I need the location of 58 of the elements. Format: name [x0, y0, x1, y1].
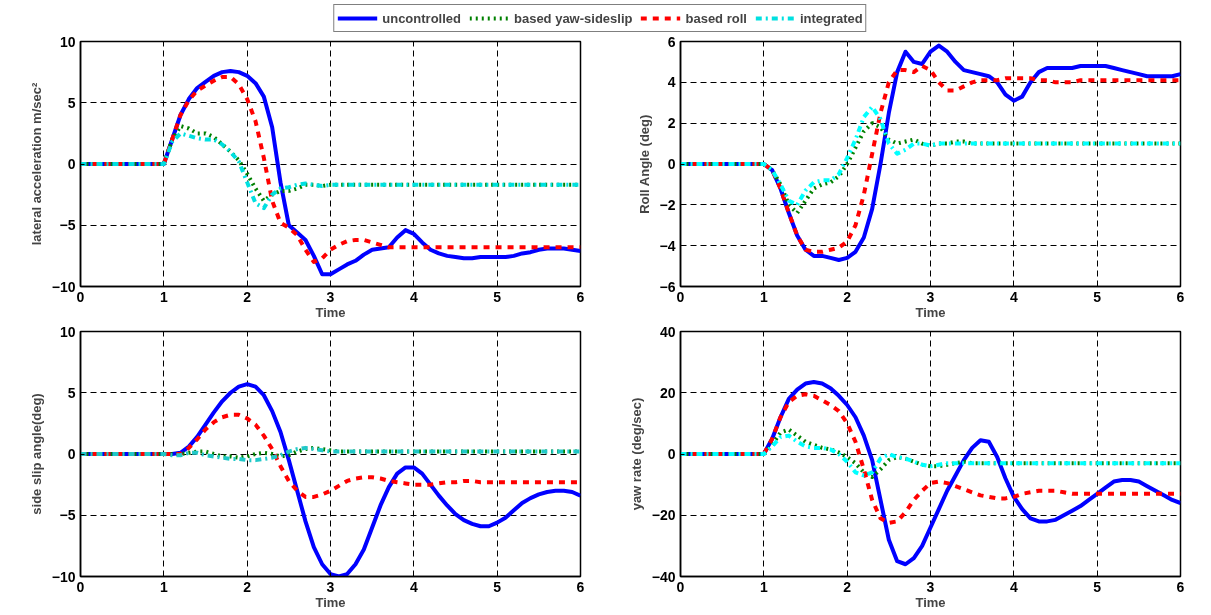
y-tick-label: 0 [667, 446, 676, 462]
x-tick-label: 5 [493, 288, 502, 305]
y-tick-label: 40 [659, 323, 676, 340]
x-tick-label: 4 [409, 578, 418, 595]
x-tick-label: 3 [926, 288, 935, 305]
x-tick-label: 2 [243, 578, 252, 595]
x-axis-title: Time [915, 594, 946, 610]
x-tick-label: 5 [1093, 288, 1102, 305]
x-tick-label: 4 [1009, 288, 1018, 305]
legend-label: uncontrolled [382, 10, 461, 26]
y-tick-label: 4 [667, 74, 676, 91]
x-tick-label: 1 [759, 578, 768, 595]
y-axis-title: yaw rate (deg/sec) [628, 397, 644, 511]
y-tick-label: 10 [59, 33, 76, 50]
x-tick-label: 1 [159, 578, 168, 595]
x-tick-label: 4 [409, 288, 418, 305]
x-axis-title: Time [915, 304, 946, 320]
x-tick-label: 3 [326, 578, 335, 595]
x-tick-label: 5 [1093, 578, 1102, 595]
legend-label: integrated [799, 10, 863, 26]
y-tick-label: 0 [67, 446, 76, 462]
x-tick-label: 6 [576, 288, 585, 305]
y-tick-label: 0 [67, 156, 76, 172]
y-tick-label: −40 [651, 568, 676, 585]
legend-label: based yaw-sideslip [513, 10, 633, 26]
legend-label: based roll [685, 10, 747, 26]
y-axis-title: side slip angle(deg) [28, 393, 44, 515]
x-tick-label: 2 [843, 578, 852, 595]
y-tick-label: −2 [659, 196, 676, 213]
x-tick-label: 1 [759, 288, 768, 305]
x-tick-label: 5 [493, 578, 502, 595]
y-axis-title: lateral acceleration m/sec² [28, 82, 44, 246]
y-tick-label: 10 [59, 323, 76, 340]
x-tick-label: 6 [1176, 578, 1185, 595]
y-tick-label: 20 [659, 384, 676, 401]
y-tick-label: 5 [67, 384, 76, 401]
x-tick-label: 3 [926, 578, 935, 595]
y-tick-label: −10 [51, 568, 76, 585]
x-tick-label: 2 [243, 288, 252, 305]
y-tick-label: −5 [59, 507, 76, 524]
y-tick-label: −5 [59, 217, 76, 234]
x-tick-label: 4 [1009, 578, 1018, 595]
y-tick-label: 6 [667, 33, 676, 50]
y-tick-label: 5 [67, 94, 76, 111]
x-tick-label: 3 [326, 288, 335, 305]
x-tick-label: 2 [843, 288, 852, 305]
y-axis-title: Roll Angle (deg) [636, 114, 652, 214]
x-tick-label: 1 [159, 288, 168, 305]
x-tick-label: 6 [576, 578, 585, 595]
x-axis-title: Time [315, 594, 346, 610]
y-tick-label: −4 [659, 237, 676, 254]
y-tick-label: 0 [667, 156, 676, 172]
y-tick-label: −6 [659, 278, 676, 295]
y-tick-label: −10 [51, 278, 76, 295]
y-tick-label: −20 [651, 507, 676, 524]
x-tick-label: 6 [1176, 288, 1185, 305]
x-axis-title: Time [315, 304, 346, 320]
y-tick-label: 2 [667, 115, 676, 132]
